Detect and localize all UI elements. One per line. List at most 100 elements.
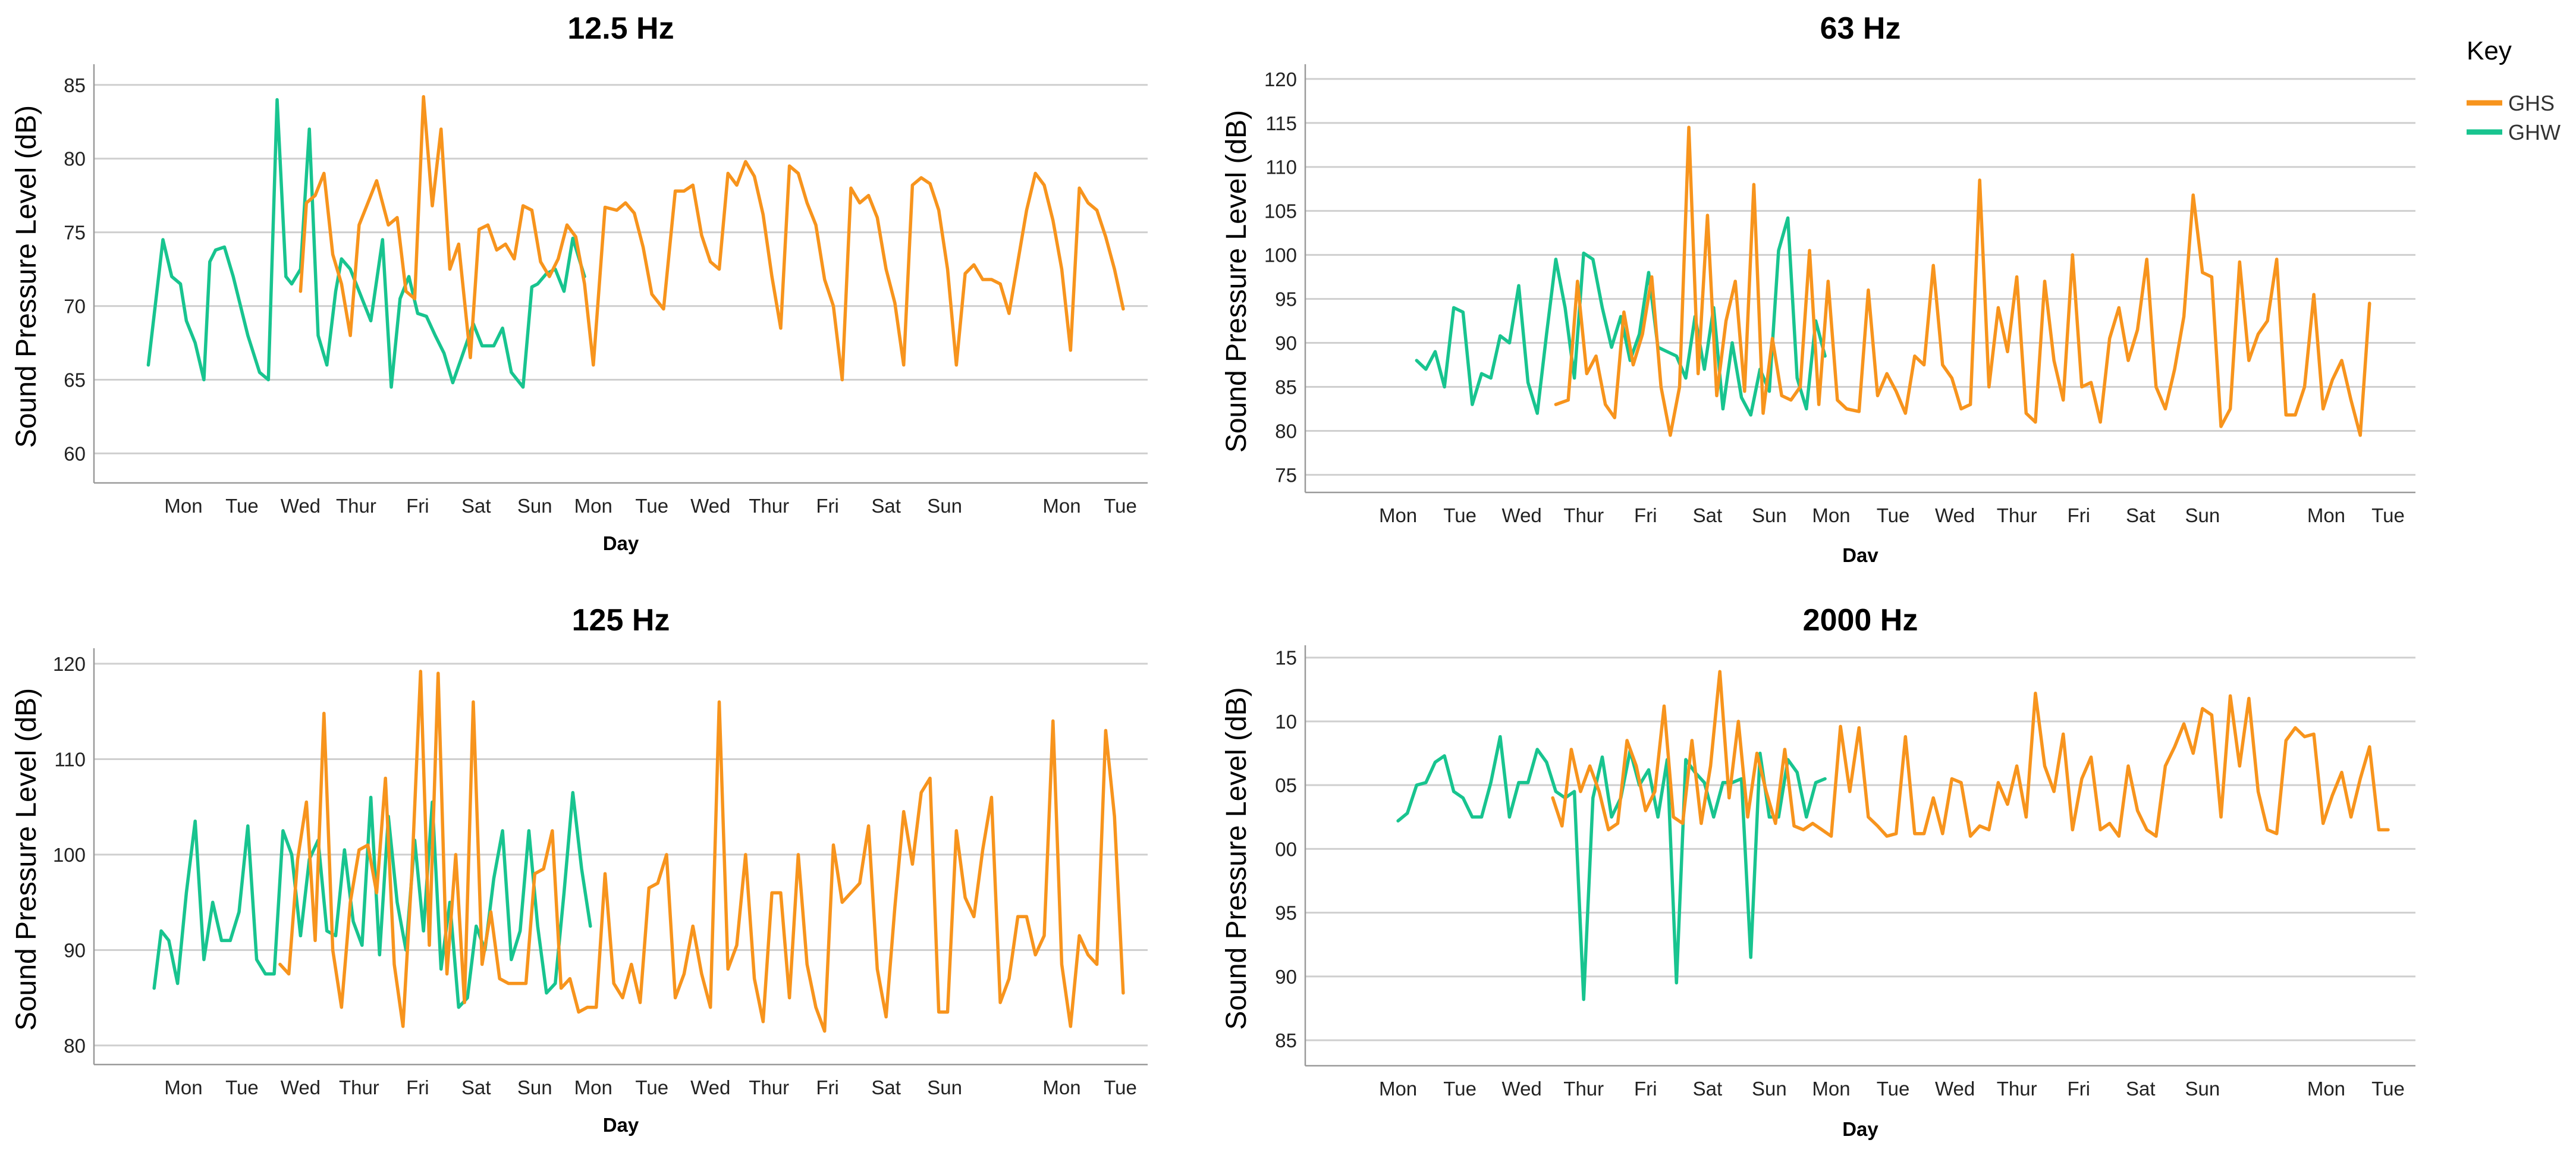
x-tick-label: Mon [1042, 1076, 1080, 1098]
x-tick-label: Mon [1812, 1078, 1850, 1100]
x-tick-label: Tue [1877, 1078, 1910, 1100]
x-tick-label: Wed [281, 495, 321, 517]
x-tick-label: Tue [1443, 1078, 1477, 1100]
legend-label-ghs: GHS [2508, 91, 2555, 115]
x-tick-label: Tue [225, 1076, 259, 1098]
y-axis-label: Sound Pressure Level (dB) [11, 688, 42, 1031]
x-tick-label: Mon [164, 1076, 202, 1098]
y-tick-label: 95 [1275, 288, 1297, 310]
x-tick-label: Sat [1693, 504, 1723, 526]
series-line-ghs [1554, 125, 2371, 437]
x-tick-label: Mon [574, 1076, 612, 1098]
x-tick-label: Mon [574, 495, 612, 517]
chart-title: 2000 Hz [1803, 603, 1918, 638]
series-line-ghw [1415, 216, 1827, 417]
x-tick-label: Fri [1634, 504, 1657, 526]
y-tick-label: 90 [1275, 966, 1297, 988]
x-tick-label: Wed [281, 1076, 321, 1098]
x-tick-label: Sun [1752, 1078, 1787, 1100]
x-tick-label: Sun [2185, 1078, 2220, 1100]
chart-title: 63 Hz [1820, 11, 1901, 46]
y-tick-label: 80 [1275, 420, 1297, 442]
x-tick-label: Tue [1104, 495, 1137, 517]
series-line-ghs [278, 670, 1125, 1033]
chart-panel-1: 75 80 85 90 95 100 105 110 115 120 Mon Tue Wed Thur Fr… [1221, 11, 2415, 566]
x-tick-label: Tue [1443, 504, 1477, 526]
y-tick-label: 100 [53, 844, 86, 866]
x-tick-label: Sun [517, 495, 552, 517]
y-axis-label: Sound Pressure Level (dB) [1221, 110, 1252, 453]
x-tick-label: Mon [2307, 1078, 2345, 1100]
x-tick-label: Tue [225, 495, 259, 517]
x-tick-label: Thur [1997, 1078, 2037, 1100]
x-tick-label: Sun [927, 1076, 962, 1098]
x-tick-label: Sat [461, 495, 491, 517]
series-line-ghw [146, 98, 586, 389]
x-tick-label: Thur [1563, 1078, 1604, 1100]
y-tick-label: 120 [1264, 68, 1297, 90]
x-tick-label: Sat [2126, 504, 2156, 526]
y-tick-label: 15 [1275, 647, 1297, 669]
x-tick-label: Wed [1502, 504, 1542, 526]
x-tick-label: Mon [164, 495, 202, 517]
y-tick-label: 110 [54, 749, 86, 771]
y-tick-label: 85 [1275, 376, 1297, 398]
y-tick-label: 65 [64, 369, 86, 391]
x-tick-label: Tue [635, 1076, 668, 1098]
y-tick-label: 10 [1275, 711, 1297, 733]
x-tick-label: Sat [871, 495, 901, 517]
x-tick-label: Mon [1812, 504, 1850, 526]
y-tick-label: 75 [1275, 464, 1297, 486]
y-tick-label: 110 [1265, 156, 1297, 178]
y-tick-label: 05 [1275, 774, 1297, 796]
x-axis-label: Day [603, 532, 639, 554]
y-tick-label: 115 [1265, 112, 1297, 134]
x-tick-label: Sat [461, 1076, 491, 1098]
x-tick-label: Thur [749, 1076, 789, 1098]
y-axis-label: Sound Pressure Level (dB) [1221, 687, 1252, 1029]
series-line-ghs [1551, 670, 2390, 838]
y-tick-label: 95 [1275, 902, 1297, 924]
y-tick-label: 80 [64, 148, 86, 170]
x-tick-label: Fri [2067, 504, 2090, 526]
x-tick-label: Fri [406, 1076, 429, 1098]
chart-title: 125 Hz [572, 603, 670, 638]
x-axis-label: Day [1842, 1118, 1878, 1140]
y-tick-label: 60 [64, 442, 86, 464]
x-tick-label: Tue [635, 495, 668, 517]
x-axis-label: Dav [1842, 544, 1878, 566]
x-tick-label: Sat [1693, 1078, 1723, 1100]
x-tick-label: Sun [1752, 504, 1787, 526]
x-tick-label: Mon [1379, 1078, 1417, 1100]
x-tick-label: Thur [339, 1076, 379, 1098]
y-tick-label: 105 [1264, 200, 1297, 222]
x-tick-label: Wed [690, 495, 730, 517]
series-line-ghw [1396, 734, 1827, 1002]
y-axis-label: Sound Pressure Level (dB) [11, 105, 42, 448]
y-tick-label: 120 [53, 653, 86, 675]
x-tick-label: Sun [2185, 504, 2220, 526]
series-line-ghw [152, 790, 592, 1009]
chart-panel-3: 85 90 95 00 05 10 15 Mon Tue Wed Thur Fri Sat Sun Mon T… [1221, 603, 2415, 1140]
y-tick-label: 85 [1275, 1029, 1297, 1051]
chart-panel-2: 80 90 100 110 120 Mon Tue Wed Thur Fri Sat Sun Mon Tu… [11, 603, 1148, 1136]
x-tick-label: Fri [2067, 1078, 2090, 1100]
x-tick-label: Tue [2371, 504, 2405, 526]
x-tick-label: Thur [1563, 504, 1604, 526]
legend-label-ghw: GHW [2508, 120, 2561, 145]
y-tick-label: 80 [64, 1035, 86, 1057]
legend: Key GHS GHW [2467, 36, 2561, 145]
y-tick-label: 00 [1275, 838, 1297, 860]
y-tick-label: 85 [64, 74, 86, 96]
x-tick-label: Sat [2126, 1078, 2156, 1100]
chart-panel-0: 60 65 70 75 80 85 Mon Tue Wed Thur Fri Sat Sun Mon Tue… [11, 11, 1148, 554]
x-tick-label: Wed [690, 1076, 730, 1098]
x-tick-label: Sat [871, 1076, 901, 1098]
x-tick-label: Thur [749, 495, 789, 517]
x-tick-label: Thur [1997, 504, 2037, 526]
x-tick-label: Fri [1634, 1078, 1657, 1100]
x-tick-label: Mon [1379, 504, 1417, 526]
x-tick-label: Mon [2307, 504, 2345, 526]
x-axis-label: Day [603, 1114, 639, 1136]
